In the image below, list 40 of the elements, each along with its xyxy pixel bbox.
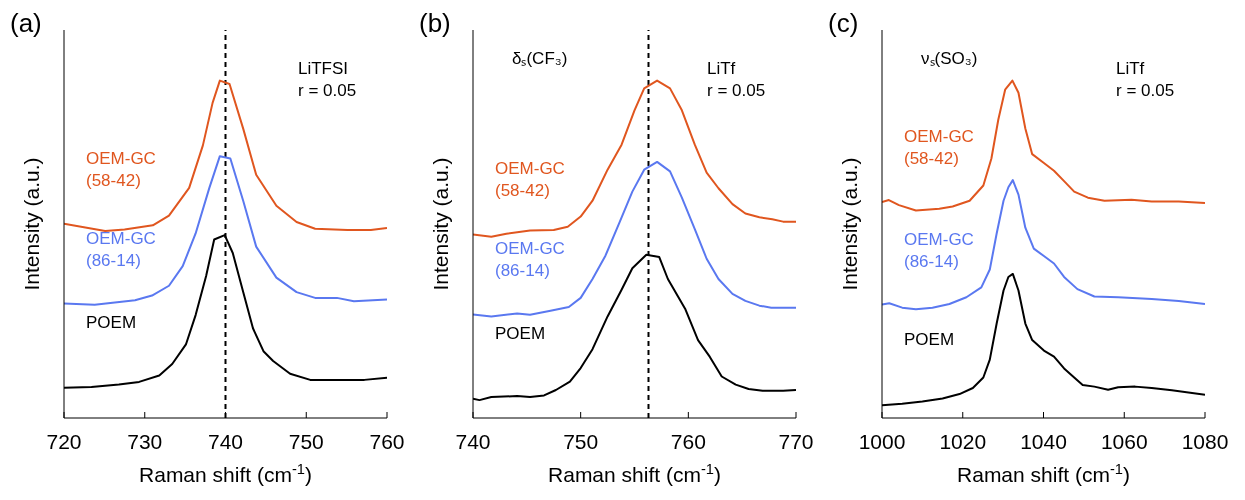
x-axis-title: Raman shift (cm$^{-1}$) — [957, 461, 1130, 486]
x-tick-label: 1000 — [858, 429, 906, 453]
text: νₛ(SO₃) — [921, 48, 978, 70]
text: POEM — [904, 330, 955, 350]
x-tick-label: 1080 — [1181, 429, 1229, 453]
x-axis-title: Raman shift (cm$^{-1}$) — [139, 461, 312, 486]
series-label: OEM-GC (58-42) — [904, 127, 974, 169]
y-axis-title: Intensity (a.u.) — [20, 157, 44, 291]
chart-title: (b) — [419, 8, 451, 39]
text: POEM — [495, 323, 546, 343]
x-axis-title: Raman shift (cm$^{-1}$) — [548, 461, 721, 486]
annotation: r = 0.05 — [298, 80, 357, 102]
text: POEM — [86, 312, 137, 332]
x-tick-label: 740 — [455, 429, 491, 453]
series-label: OEM-GC (86-14) — [86, 228, 156, 270]
x-tick-label: 1020 — [939, 429, 987, 453]
text: LiTf — [707, 58, 737, 80]
x-tick-label: 770 — [778, 429, 814, 453]
chart-title: (a) — [10, 8, 42, 39]
series-label: OEM-GC (58-42) — [495, 159, 565, 201]
text: LiTf — [1116, 58, 1146, 80]
series-label: OEM-GC (58-42) — [86, 148, 156, 190]
x-tick-label: 760 — [369, 429, 405, 453]
chart-title: (c) — [828, 8, 859, 39]
x-tick-label: 740 — [207, 429, 244, 453]
x-tick-label: 720 — [46, 429, 82, 453]
series-label: OEM-GC (86-14) — [495, 239, 565, 281]
x-tick-label: 750 — [563, 429, 599, 453]
x-tick-label: 1060 — [1100, 429, 1148, 453]
text: LiTFSI — [298, 58, 350, 80]
x-tick-label: 760 — [670, 429, 706, 453]
annotation: r = 0.05 — [707, 80, 766, 102]
x-tick-label: 1040 — [1020, 429, 1067, 453]
text: δₛ(CF₃) — [512, 48, 568, 70]
x-tick-label: 730 — [127, 429, 163, 453]
annotation: r = 0.05 — [1116, 80, 1175, 102]
series-label: OEM-GC (86-14) — [904, 229, 974, 271]
y-axis-title: Intensity (a.u.) — [838, 157, 862, 291]
y-axis-title: Intensity (a.u.) — [429, 157, 453, 291]
x-tick-label: 750 — [288, 429, 324, 453]
